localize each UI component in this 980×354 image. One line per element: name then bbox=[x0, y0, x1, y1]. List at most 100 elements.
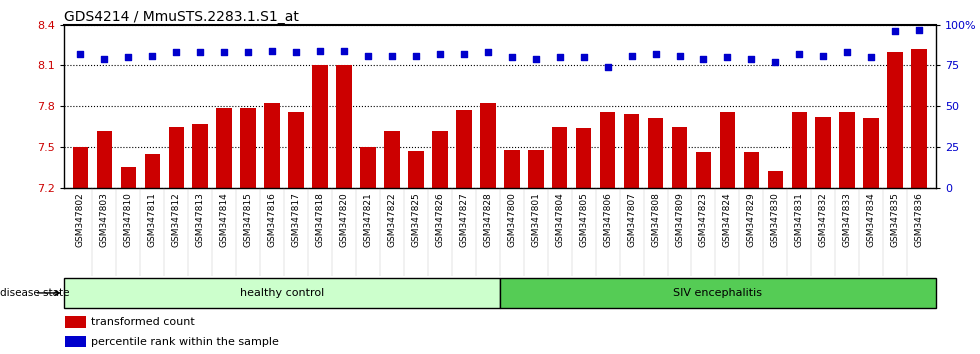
Bar bbox=[767, 171, 783, 188]
Point bbox=[719, 55, 735, 60]
Text: GSM347809: GSM347809 bbox=[675, 192, 684, 247]
Bar bbox=[432, 131, 448, 188]
Point bbox=[97, 56, 113, 62]
Point bbox=[552, 55, 567, 60]
Text: GSM347821: GSM347821 bbox=[364, 192, 372, 247]
Point bbox=[767, 59, 783, 65]
Point bbox=[600, 64, 615, 70]
Bar bbox=[696, 152, 711, 188]
Text: GSM347811: GSM347811 bbox=[148, 192, 157, 247]
Bar bbox=[64, 278, 500, 308]
Text: GSM347828: GSM347828 bbox=[483, 192, 492, 247]
Bar bbox=[240, 108, 256, 188]
Text: GSM347813: GSM347813 bbox=[196, 192, 205, 247]
Text: disease state: disease state bbox=[0, 288, 70, 298]
Text: GSM347802: GSM347802 bbox=[76, 192, 85, 247]
Text: GSM347834: GSM347834 bbox=[866, 192, 876, 247]
Bar bbox=[192, 124, 208, 188]
Point bbox=[504, 55, 519, 60]
Bar bbox=[169, 127, 184, 188]
Text: GSM347801: GSM347801 bbox=[531, 192, 540, 247]
Text: GSM347805: GSM347805 bbox=[579, 192, 588, 247]
Bar bbox=[671, 127, 687, 188]
Point bbox=[887, 28, 903, 34]
Point bbox=[336, 48, 352, 54]
Bar bbox=[744, 152, 760, 188]
Point bbox=[313, 48, 328, 54]
Text: GSM347832: GSM347832 bbox=[818, 192, 828, 247]
Text: GSM347823: GSM347823 bbox=[699, 192, 708, 247]
Point bbox=[265, 48, 280, 54]
Point bbox=[361, 53, 376, 58]
Point bbox=[240, 50, 256, 55]
Text: GSM347824: GSM347824 bbox=[723, 192, 732, 247]
Bar bbox=[840, 112, 855, 188]
Text: GSM347807: GSM347807 bbox=[627, 192, 636, 247]
Bar bbox=[265, 103, 280, 188]
Text: GSM347810: GSM347810 bbox=[123, 192, 133, 247]
Text: GSM347827: GSM347827 bbox=[460, 192, 468, 247]
Bar bbox=[863, 119, 879, 188]
Bar bbox=[121, 167, 136, 188]
Text: transformed count: transformed count bbox=[91, 317, 195, 327]
Text: GSM347814: GSM347814 bbox=[220, 192, 228, 247]
Bar bbox=[336, 65, 352, 188]
Point bbox=[648, 51, 663, 57]
Text: GSM347835: GSM347835 bbox=[891, 192, 900, 247]
Text: GSM347812: GSM347812 bbox=[172, 192, 181, 247]
Point bbox=[576, 55, 592, 60]
Bar bbox=[288, 112, 304, 188]
Bar bbox=[408, 151, 423, 188]
Bar bbox=[504, 150, 519, 188]
Point bbox=[144, 53, 160, 58]
Bar bbox=[911, 49, 927, 188]
Point bbox=[288, 50, 304, 55]
Text: GSM347803: GSM347803 bbox=[100, 192, 109, 247]
Bar bbox=[313, 65, 328, 188]
Bar bbox=[361, 147, 375, 188]
Text: GSM347815: GSM347815 bbox=[244, 192, 253, 247]
Point bbox=[217, 50, 232, 55]
Bar bbox=[97, 131, 113, 188]
Bar bbox=[145, 154, 160, 188]
Text: GSM347830: GSM347830 bbox=[771, 192, 780, 247]
Point bbox=[73, 51, 88, 57]
Text: GSM347825: GSM347825 bbox=[412, 192, 420, 247]
Bar bbox=[624, 114, 639, 188]
Bar bbox=[217, 108, 232, 188]
Point bbox=[671, 53, 687, 58]
Point bbox=[528, 56, 544, 62]
Bar bbox=[719, 112, 735, 188]
Bar bbox=[500, 278, 936, 308]
Point bbox=[863, 55, 879, 60]
Text: GSM347817: GSM347817 bbox=[292, 192, 301, 247]
Text: GSM347804: GSM347804 bbox=[556, 192, 564, 247]
Point bbox=[792, 51, 808, 57]
Point bbox=[456, 51, 471, 57]
Text: healthy control: healthy control bbox=[240, 288, 323, 298]
Bar bbox=[66, 316, 86, 328]
Point bbox=[408, 53, 423, 58]
Bar bbox=[576, 128, 592, 188]
Point bbox=[480, 50, 496, 55]
Text: GSM347820: GSM347820 bbox=[339, 192, 349, 247]
Point bbox=[169, 50, 184, 55]
Text: GSM347836: GSM347836 bbox=[914, 192, 923, 247]
Point bbox=[623, 53, 639, 58]
Text: GSM347826: GSM347826 bbox=[435, 192, 444, 247]
Text: GSM347816: GSM347816 bbox=[268, 192, 276, 247]
Bar bbox=[648, 119, 663, 188]
Point bbox=[192, 50, 208, 55]
Text: SIV encephalitis: SIV encephalitis bbox=[673, 288, 762, 298]
Bar bbox=[456, 110, 471, 188]
Bar bbox=[480, 103, 496, 188]
Text: GSM347833: GSM347833 bbox=[843, 192, 852, 247]
Text: GSM347822: GSM347822 bbox=[387, 192, 397, 247]
Point bbox=[744, 56, 760, 62]
Bar bbox=[384, 131, 400, 188]
Bar bbox=[600, 112, 615, 188]
Point bbox=[815, 53, 831, 58]
Bar bbox=[887, 52, 903, 188]
Text: percentile rank within the sample: percentile rank within the sample bbox=[91, 337, 279, 347]
Bar bbox=[815, 117, 831, 188]
